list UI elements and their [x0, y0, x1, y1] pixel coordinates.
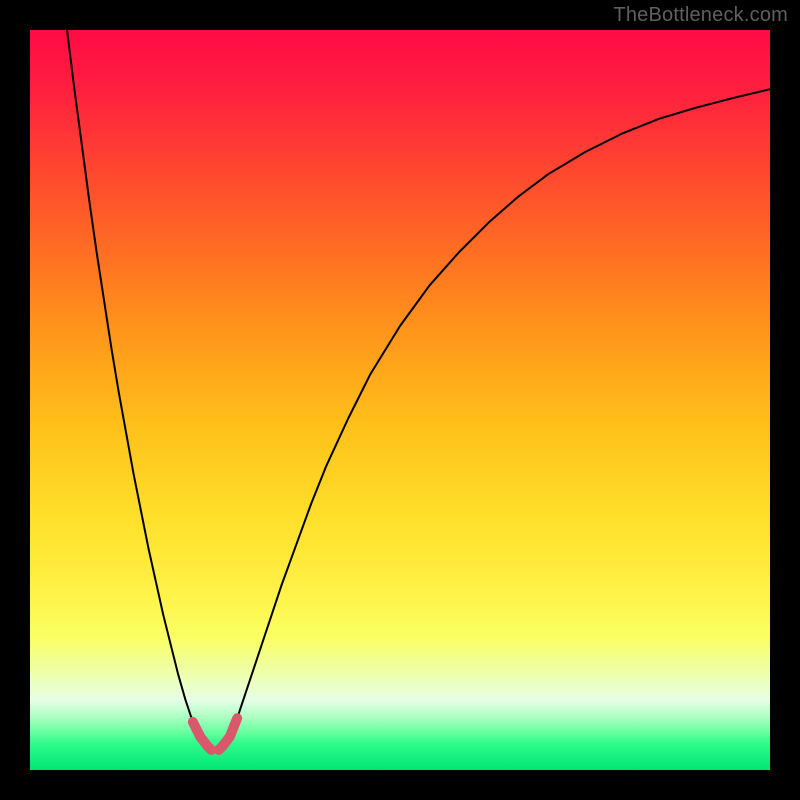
bottleneck-chart: [0, 0, 800, 800]
watermark-text: TheBottleneck.com: [613, 4, 788, 27]
chart-frame: TheBottleneck.com: [0, 0, 800, 800]
plot-background: [30, 30, 770, 770]
